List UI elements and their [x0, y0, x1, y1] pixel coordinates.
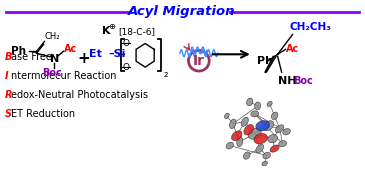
Ellipse shape [254, 133, 268, 144]
Text: Ac: Ac [285, 44, 299, 54]
Ellipse shape [256, 121, 269, 131]
Text: N: N [50, 54, 59, 64]
Ellipse shape [264, 121, 274, 131]
Ellipse shape [267, 101, 272, 106]
Text: [18-C-6]: [18-C-6] [118, 27, 155, 36]
Ellipse shape [262, 161, 268, 166]
Text: Acyl Migration: Acyl Migration [128, 5, 236, 18]
Ellipse shape [230, 119, 236, 129]
Text: +: + [77, 51, 90, 66]
Ellipse shape [248, 128, 261, 139]
Text: CH₂: CH₂ [45, 32, 60, 41]
Text: Ac: Ac [64, 44, 77, 54]
Text: Et: Et [89, 49, 102, 59]
Ellipse shape [241, 117, 248, 126]
Text: I: I [5, 71, 8, 81]
Text: Ir: Ir [193, 54, 205, 68]
Ellipse shape [244, 125, 254, 135]
Ellipse shape [251, 111, 259, 117]
Text: S: S [5, 109, 12, 119]
Text: ntermolecur Reaction: ntermolecur Reaction [11, 71, 116, 81]
Text: Ph: Ph [11, 46, 26, 56]
Ellipse shape [255, 102, 261, 110]
Text: CH₂CH₃: CH₂CH₃ [289, 22, 331, 33]
Ellipse shape [268, 135, 277, 143]
Text: O: O [123, 63, 130, 72]
Ellipse shape [243, 152, 250, 159]
Text: ase Free: ase Free [11, 52, 51, 62]
Text: O: O [123, 39, 130, 48]
Ellipse shape [237, 137, 243, 146]
Text: ET Reduction: ET Reduction [11, 109, 75, 119]
Ellipse shape [263, 152, 270, 159]
Ellipse shape [226, 142, 234, 149]
Ellipse shape [224, 113, 229, 119]
Text: ₂: ₂ [163, 69, 168, 79]
Ellipse shape [256, 144, 264, 153]
Ellipse shape [247, 98, 253, 106]
Text: –Si: –Si [108, 49, 126, 59]
Text: ⊕: ⊕ [108, 22, 115, 31]
Text: B: B [5, 52, 12, 62]
Text: K: K [102, 26, 111, 36]
Ellipse shape [283, 129, 291, 135]
Ellipse shape [231, 131, 242, 141]
Ellipse shape [272, 112, 278, 120]
Ellipse shape [275, 125, 284, 133]
Text: Boc: Boc [293, 76, 313, 86]
Text: NH: NH [278, 76, 296, 86]
Text: Boc: Boc [43, 68, 62, 78]
Text: Ph: Ph [257, 56, 273, 66]
Text: edox-Neutral Photocatalysis: edox-Neutral Photocatalysis [11, 90, 148, 100]
Ellipse shape [270, 145, 279, 152]
Text: R: R [5, 90, 12, 100]
Ellipse shape [279, 141, 287, 147]
